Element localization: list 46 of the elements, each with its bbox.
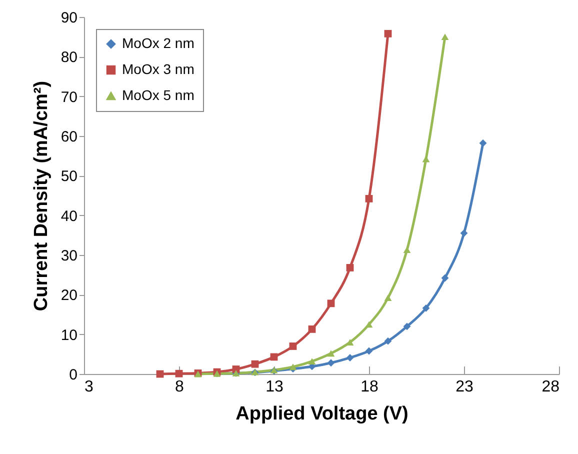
- point: [365, 194, 373, 202]
- y-tick-label: 70: [60, 88, 78, 106]
- y-tick-label: 30: [60, 248, 78, 264]
- y-tick-label: 20: [60, 287, 78, 304]
- point: [308, 325, 316, 333]
- point: [441, 274, 449, 282]
- point: [403, 322, 411, 330]
- point: [384, 294, 392, 302]
- legend-label: MoOx 2 nm: [122, 35, 194, 51]
- point: [308, 358, 316, 365]
- point: [289, 364, 297, 370]
- point: [384, 30, 392, 38]
- y-tick-label: 90: [60, 10, 78, 26]
- y-axis-title: Current Density (mA/cm²): [30, 80, 52, 312]
- point: [175, 370, 183, 378]
- point: [479, 139, 487, 147]
- x-tick-label: 13: [266, 378, 284, 396]
- point: [251, 360, 259, 368]
- point: [346, 264, 354, 272]
- x-tick-label: 3: [84, 378, 94, 396]
- point: [365, 321, 373, 328]
- y-tick-label: 10: [60, 326, 78, 344]
- y-tick-label: 40: [60, 208, 78, 225]
- point: [327, 350, 335, 357]
- point: [289, 342, 297, 350]
- point: [441, 34, 449, 40]
- y-tick-label: 0: [69, 366, 78, 384]
- x-axis-title: Applied Voltage (V): [236, 404, 408, 424]
- point: [460, 229, 468, 237]
- point: [422, 304, 430, 312]
- point: [327, 359, 335, 367]
- x-tick-label: 18: [360, 378, 378, 396]
- point: [384, 337, 392, 345]
- y-tick-label: 50: [60, 168, 78, 186]
- y-tick-label: 80: [60, 49, 78, 66]
- point: [403, 246, 411, 254]
- legend-label: MoOx 5 nm: [122, 87, 194, 103]
- y-tick-label: 60: [60, 128, 78, 146]
- point: [365, 347, 373, 355]
- point: [270, 353, 278, 361]
- x-tick-label: 8: [175, 378, 184, 396]
- legend-label: MoOx 3 nm: [122, 61, 194, 77]
- point: [422, 156, 430, 162]
- point: [327, 300, 335, 308]
- x-tick-label: 23: [456, 378, 474, 396]
- x-tick-label: 28: [542, 378, 560, 396]
